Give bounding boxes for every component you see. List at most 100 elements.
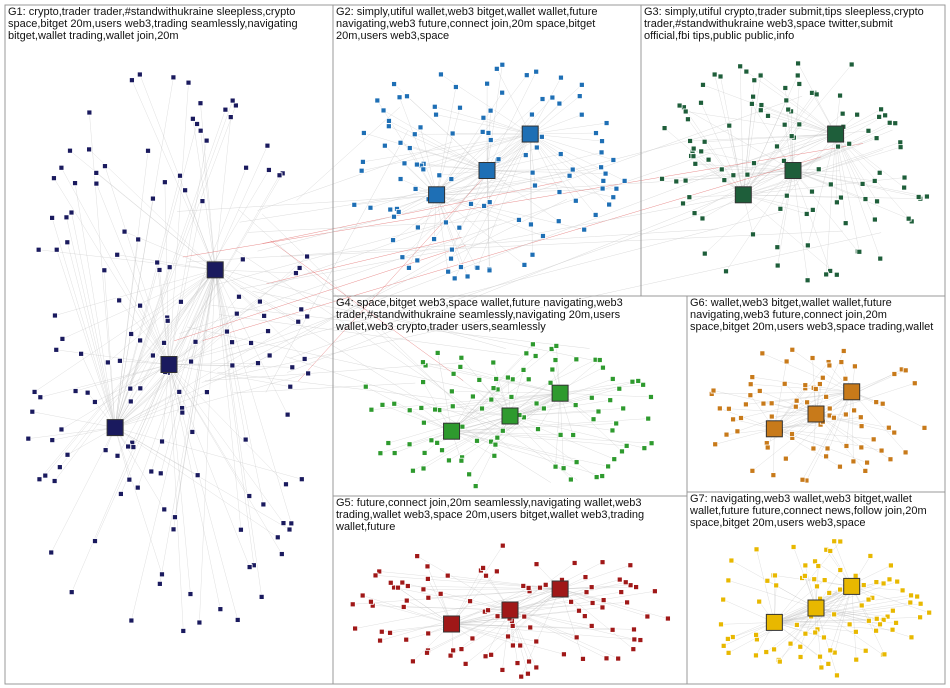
- node: [607, 397, 614, 404]
- node: [610, 194, 617, 201]
- edge: [417, 555, 511, 611]
- node: [777, 205, 784, 212]
- edge: [792, 170, 858, 252]
- edge: [530, 133, 596, 216]
- node: [59, 335, 66, 342]
- node: [826, 362, 833, 369]
- edge: [778, 586, 852, 661]
- node: [831, 414, 837, 421]
- edge: [468, 415, 511, 475]
- node: [488, 438, 494, 445]
- node: [905, 215, 912, 222]
- edge: [763, 391, 852, 404]
- edge: [352, 588, 561, 605]
- node: [705, 156, 712, 163]
- node: [687, 138, 693, 144]
- node: [467, 598, 473, 605]
- node: [274, 534, 281, 541]
- edge: [436, 194, 449, 272]
- edge: [74, 183, 116, 428]
- node: [676, 102, 683, 109]
- edge: [792, 170, 919, 198]
- node: [698, 99, 704, 106]
- node: [121, 228, 128, 235]
- edge: [114, 175, 181, 428]
- node: [598, 149, 605, 156]
- node: [529, 169, 536, 176]
- node: [880, 580, 887, 587]
- edge: [743, 75, 798, 195]
- node: [897, 144, 904, 151]
- edge: [215, 269, 299, 322]
- node: [723, 268, 729, 275]
- node: [425, 630, 432, 637]
- edge: [762, 353, 852, 392]
- node: [712, 441, 719, 448]
- node: [854, 111, 861, 118]
- edge: [168, 140, 207, 365]
- node: [711, 71, 718, 78]
- node: [637, 637, 644, 643]
- node: [611, 456, 618, 463]
- edge: [451, 431, 627, 447]
- node: [569, 166, 576, 173]
- edge: [436, 152, 602, 195]
- node: [385, 440, 392, 446]
- edge: [687, 119, 744, 195]
- cross-edge: [218, 314, 520, 356]
- node: [771, 646, 777, 653]
- edge: [835, 133, 876, 220]
- node: [588, 623, 595, 629]
- edge: [750, 384, 852, 392]
- node: [781, 157, 787, 164]
- cross-edge: [235, 249, 578, 481]
- edge: [215, 269, 262, 597]
- node: [227, 114, 234, 121]
- node: [605, 463, 612, 470]
- cross-edge: [262, 181, 563, 244]
- node: [901, 184, 908, 191]
- node: [482, 653, 489, 660]
- node: [406, 264, 412, 271]
- node: [92, 399, 98, 405]
- edge: [509, 591, 622, 611]
- nodes: [25, 60, 933, 680]
- edge: [435, 114, 531, 135]
- cross-edge: [201, 232, 882, 383]
- node: [428, 437, 435, 444]
- node: [819, 374, 826, 381]
- edge: [459, 133, 531, 228]
- node: [84, 389, 91, 396]
- edge: [407, 585, 561, 590]
- node: [627, 582, 634, 589]
- node: [533, 68, 540, 75]
- cross-edge: [208, 198, 567, 381]
- node: [588, 394, 595, 401]
- node: [885, 424, 892, 431]
- edge: [114, 371, 166, 428]
- node: [493, 568, 500, 575]
- node: [137, 337, 144, 344]
- node: [420, 586, 427, 593]
- node: [443, 219, 449, 226]
- node: [756, 388, 763, 394]
- node: [525, 585, 532, 591]
- node: [760, 400, 767, 407]
- node: [64, 451, 71, 458]
- node: [78, 350, 84, 357]
- node: [814, 583, 820, 590]
- node: [692, 160, 699, 167]
- node: [449, 130, 456, 137]
- node: [699, 215, 706, 222]
- node: [412, 186, 419, 192]
- node: [865, 127, 872, 134]
- node: [538, 133, 545, 140]
- hub-node: [765, 420, 783, 438]
- edge: [560, 565, 631, 590]
- edge: [371, 393, 561, 410]
- edge: [168, 364, 250, 497]
- node: [166, 264, 173, 271]
- node: [349, 601, 356, 608]
- edge: [739, 66, 744, 195]
- group-label: G6: wallet,web3 bitget,wallet wallet,fut…: [690, 297, 892, 309]
